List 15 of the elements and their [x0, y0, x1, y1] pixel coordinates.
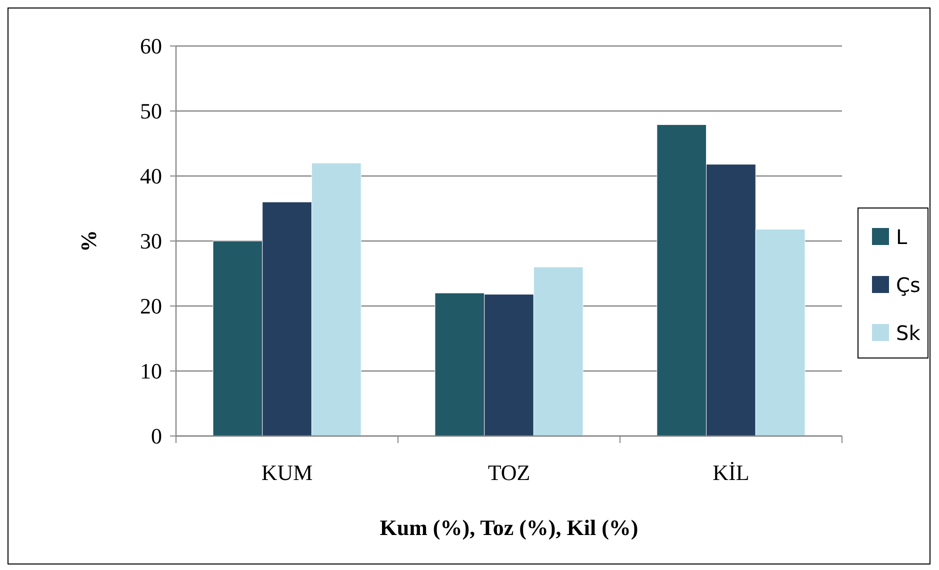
y-tick-label: 50 [140, 98, 162, 124]
x-tick-label: KİL [712, 460, 750, 485]
x-tick-label: TOZ [488, 460, 530, 485]
legend-label: Sk [896, 321, 921, 345]
x-tick-label: KUM [261, 460, 313, 485]
y-tick-label: 40 [140, 164, 162, 189]
y-tick-label: 10 [140, 358, 162, 384]
y-tick-label: 60 [140, 34, 162, 59]
y-tick-label: 20 [140, 294, 162, 319]
x-axis-title: Kum (%), Toz (%), Kil (%) [380, 515, 638, 540]
legend-label: L [896, 225, 908, 249]
legend-label: Çs [896, 273, 920, 297]
y-axis-title: % [76, 230, 101, 252]
y-tick-label: 30 [140, 228, 162, 254]
y-tick-label: 0 [151, 424, 162, 449]
